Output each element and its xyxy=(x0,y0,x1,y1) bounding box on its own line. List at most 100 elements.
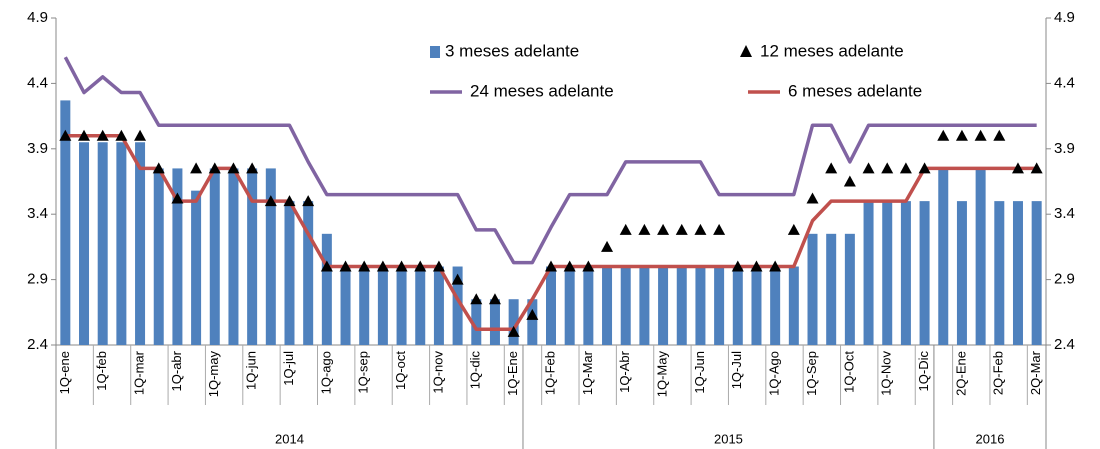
bar xyxy=(508,299,519,345)
x-tick-label: 2Q-Mar xyxy=(1028,350,1043,395)
marker xyxy=(395,260,408,272)
x-tick-label: 2Q-Feb xyxy=(991,351,1006,395)
y2-tick-label: 4.9 xyxy=(1054,9,1075,26)
bar xyxy=(265,168,276,345)
x-tick-label: 1Q-Nov xyxy=(879,351,894,396)
bar xyxy=(191,190,202,345)
x-tick-label: 1Q-Dic xyxy=(916,351,931,392)
bar xyxy=(956,201,967,345)
bar xyxy=(826,233,837,345)
bar xyxy=(359,266,370,345)
bar xyxy=(1031,201,1042,345)
marker xyxy=(619,223,632,235)
marker xyxy=(526,308,539,320)
marker xyxy=(78,129,91,141)
marker xyxy=(638,223,651,235)
marker xyxy=(974,129,987,141)
marker xyxy=(563,260,576,272)
marker xyxy=(115,129,128,141)
x-tick-label: 1Q-Oct xyxy=(841,351,856,393)
bar xyxy=(788,266,799,345)
x-tick-label: 1Q-Jul xyxy=(729,351,744,389)
bar xyxy=(583,266,594,345)
marker xyxy=(675,223,688,235)
bar xyxy=(882,201,893,345)
bar xyxy=(751,266,762,345)
bar xyxy=(415,266,426,345)
group-label: 2016 xyxy=(976,431,1005,446)
marker xyxy=(264,195,277,207)
bar xyxy=(135,142,146,345)
bar xyxy=(770,266,781,345)
x-tick-label: 1Q-Feb xyxy=(542,351,557,395)
x-tick-label: 1Q-May xyxy=(655,351,670,398)
marker xyxy=(470,293,483,305)
marker xyxy=(59,129,72,141)
marker xyxy=(432,260,445,272)
bar xyxy=(919,201,930,345)
bar xyxy=(695,266,706,345)
marker xyxy=(545,260,557,272)
marker xyxy=(1030,162,1043,174)
marker xyxy=(1011,162,1024,174)
legend-label: 24 meses adelante xyxy=(470,81,614,100)
bar xyxy=(863,201,874,345)
marker xyxy=(843,175,856,187)
bar xyxy=(938,168,949,345)
marker xyxy=(451,273,464,285)
marker xyxy=(918,162,931,174)
marker xyxy=(899,162,912,174)
marker xyxy=(601,240,614,252)
x-tick-label: 1Q-Ago xyxy=(767,351,782,396)
bar xyxy=(433,266,444,345)
marker xyxy=(376,260,389,272)
bar xyxy=(546,266,556,345)
bar xyxy=(732,266,743,345)
x-tick-label: 1Q-may xyxy=(206,351,221,398)
group-label: 2015 xyxy=(714,431,743,446)
x-tick-label: 1Q-Abr xyxy=(617,350,632,393)
marker xyxy=(339,260,352,272)
y2-tick-label: 3.9 xyxy=(1054,140,1075,157)
bar xyxy=(452,266,463,345)
marker xyxy=(694,223,707,235)
x-tick-label: 1Q-dic xyxy=(468,351,483,390)
x-tick-label: 1Q-Ene xyxy=(505,351,520,396)
bar xyxy=(844,233,855,345)
x-tick-label: 1Q-ene xyxy=(57,351,72,394)
y2-tick-label: 3.4 xyxy=(1054,205,1075,222)
marker xyxy=(227,162,240,174)
x-tick-label: 1Q-abr xyxy=(169,350,184,391)
bar xyxy=(340,266,351,345)
marker xyxy=(657,223,670,235)
marker xyxy=(246,162,259,174)
marker xyxy=(302,195,315,207)
bar xyxy=(620,266,631,345)
marker xyxy=(134,129,147,141)
bar xyxy=(79,142,90,345)
bar xyxy=(975,168,986,345)
legend-swatch xyxy=(740,45,752,57)
x-tick-label: 1Q-nov xyxy=(430,351,445,394)
x-tick-label: 1Q-feb xyxy=(94,351,109,391)
marker xyxy=(507,325,520,337)
marker xyxy=(96,129,109,141)
x-tick-label: 1Q-Jun xyxy=(692,351,707,394)
marker xyxy=(787,223,800,235)
marker xyxy=(320,260,333,272)
bar xyxy=(116,142,127,345)
marker xyxy=(750,260,763,272)
bar xyxy=(321,233,332,345)
marker xyxy=(582,260,595,272)
bar xyxy=(714,266,725,345)
x-tick-label: 1Q-oct xyxy=(393,351,408,390)
legend-label: 6 meses adelante xyxy=(788,81,922,100)
marker xyxy=(862,162,875,174)
x-tick-label: 1Q-jun xyxy=(244,351,259,390)
bar xyxy=(676,266,687,345)
marker xyxy=(283,195,296,207)
bar xyxy=(209,168,220,345)
y-tick-label: 4.4 xyxy=(27,74,48,91)
x-tick-label: 1Q-ago xyxy=(318,351,333,394)
